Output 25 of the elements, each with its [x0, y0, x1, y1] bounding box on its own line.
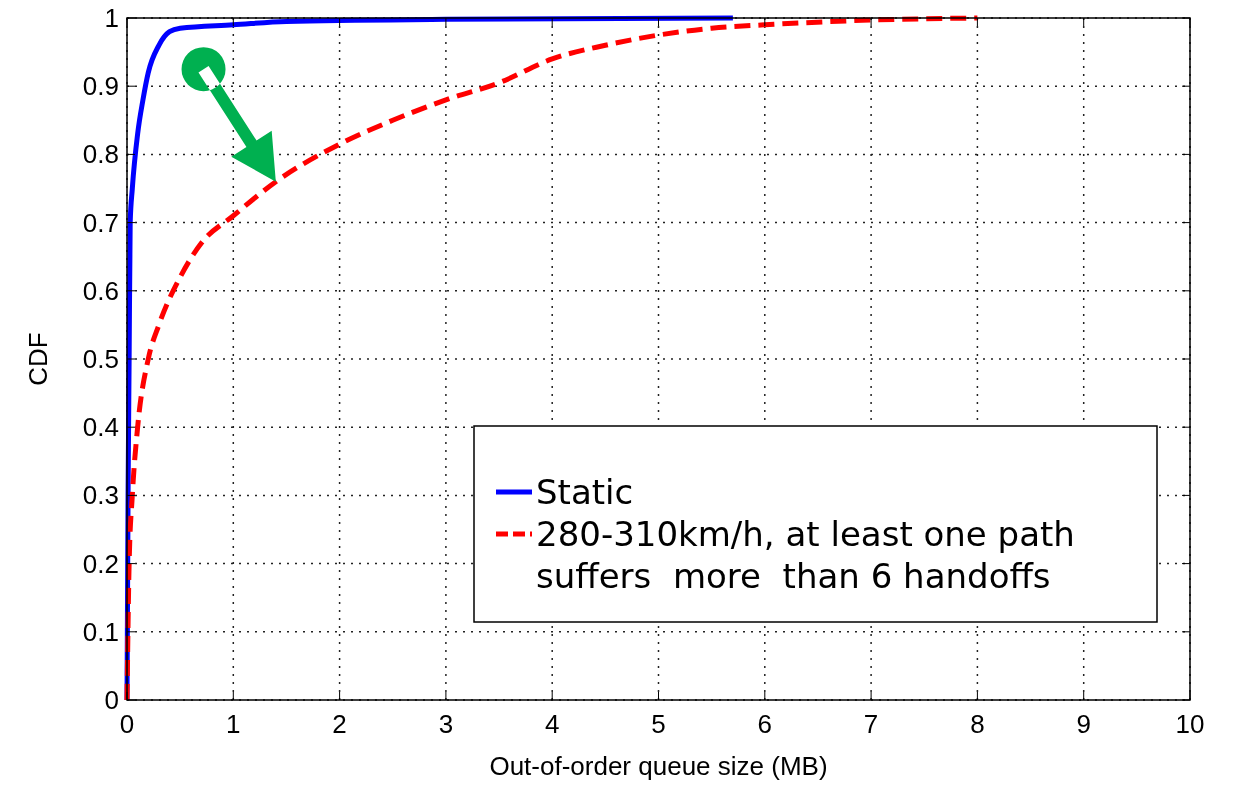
legend-label: 280-310km/h, at least one path suffers more than 6 handoffs — [536, 514, 1075, 596]
x-tick-label: 7 — [863, 709, 879, 739]
y-tick-label: 0.7 — [82, 207, 119, 238]
y-tick-label: 0.5 — [82, 344, 119, 374]
x-tick-label: 5 — [651, 709, 666, 739]
y-tick-label: 0.4 — [82, 412, 119, 443]
y-tick-label: 0.3 — [82, 480, 119, 511]
x-axis-title: Out-of-order queue size (MB) — [489, 751, 828, 781]
x-tick-label: 9 — [1076, 709, 1091, 739]
y-tick-label: 0.8 — [82, 139, 119, 170]
y-tick-label: 0.2 — [82, 548, 119, 579]
y-axis-title: CDF — [23, 332, 53, 386]
x-tick-label: 3 — [438, 709, 454, 739]
legend-label: Static — [536, 472, 634, 512]
x-tick-label: 10 — [1175, 709, 1205, 739]
x-tick-label: 2 — [332, 709, 347, 739]
y-tick-label: 0.6 — [82, 275, 119, 306]
y-tick-label: 0.9 — [82, 71, 119, 102]
x-tick-label: 1 — [226, 709, 241, 739]
y-tick-label: 1 — [104, 3, 119, 33]
x-tick-label: 8 — [970, 709, 985, 739]
x-tick-label: 6 — [757, 709, 773, 739]
x-tick-label: 4 — [544, 709, 560, 739]
y-tick-label: 0.1 — [82, 616, 119, 647]
y-tick-label: 0 — [104, 685, 119, 715]
